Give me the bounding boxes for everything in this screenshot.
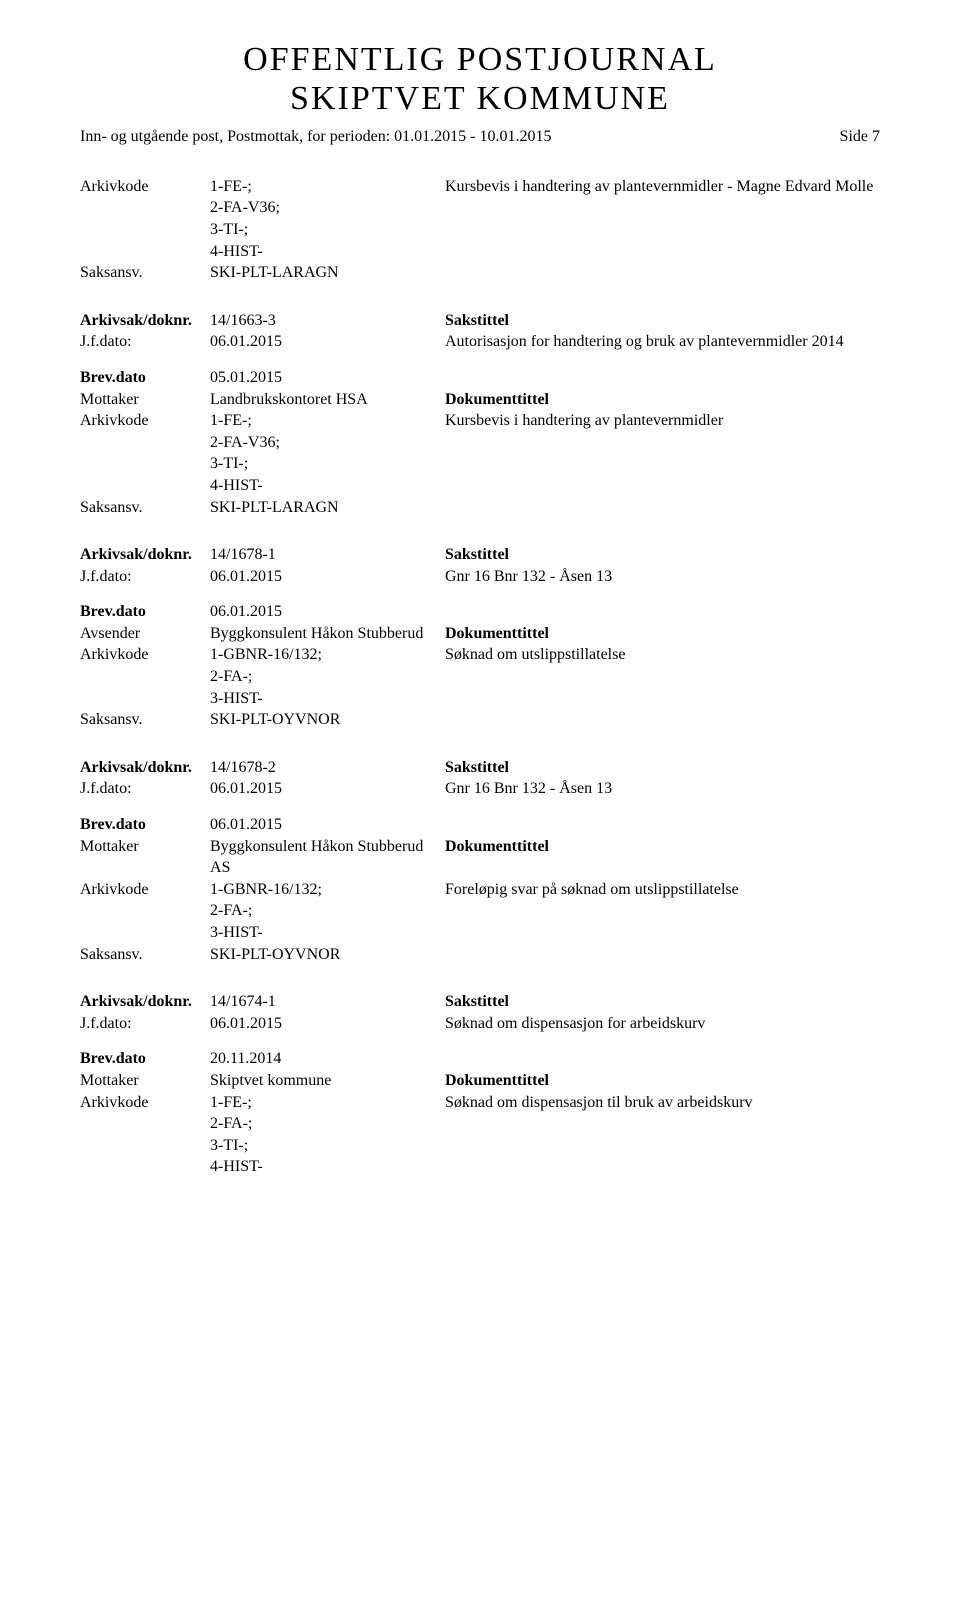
title-line-1: OFFENTLIG POSTJOURNAL xyxy=(80,40,880,79)
subtitle-row: Inn- og utgående post, Postmottak, for p… xyxy=(80,126,880,148)
journal-entry: Arkivsak/doknr. 14/1678-2 Sakstittel J.f… xyxy=(80,757,880,965)
dokumenttittel-value: Foreløpig svar på søknad om utslippstill… xyxy=(445,879,880,901)
label-saksansv: Saksansv. xyxy=(80,262,210,284)
arkivkode-value: 1-FE-; 2-FA-; 3-TI-; 4-HIST- xyxy=(210,1092,445,1178)
label-dokumenttittel: Dokumenttittel xyxy=(445,836,880,858)
arkivsak-value: 14/1678-1 xyxy=(210,544,445,566)
dokumenttittel-value: Søknad om dispensasjon til bruk av arbei… xyxy=(445,1092,880,1114)
label-sakstittel: Sakstittel xyxy=(445,991,880,1013)
journal-entry: Arkivsak/doknr. 14/1663-3 Sakstittel J.f… xyxy=(80,310,880,518)
label-arkivsak: Arkivsak/doknr. xyxy=(80,757,210,779)
label-jfdato: J.f.dato: xyxy=(80,778,210,800)
label-arkivkode: Arkivkode xyxy=(80,879,210,901)
sakstittel-value: Gnr 16 Bnr 132 - Åsen 13 xyxy=(445,778,880,800)
arkivsak-value: 14/1674-1 xyxy=(210,991,445,1013)
label-arkivkode: Arkivkode xyxy=(80,176,210,198)
partial-block: Arkivkode 1-FE-; 2-FA-V36; 3-TI-; 4-HIST… xyxy=(80,176,880,284)
saksansv-value: SKI-PLT-OYVNOR xyxy=(210,944,445,966)
label-brevdato: Brev.dato xyxy=(80,1048,210,1070)
journal-entry: Arkivsak/doknr. 14/1674-1 Sakstittel J.f… xyxy=(80,991,880,1178)
page-header: OFFENTLIG POSTJOURNAL SKIPTVET KOMMUNE xyxy=(80,40,880,118)
jfdato-value: 06.01.2015 xyxy=(210,331,445,353)
dokumenttittel-value: Kursbevis i handtering av plantevernmidl… xyxy=(445,410,880,432)
arkivsak-value: 14/1663-3 xyxy=(210,310,445,332)
jfdato-value: 06.01.2015 xyxy=(210,566,445,588)
arkivkode-value: 1-FE-; 2-FA-V36; 3-TI-; 4-HIST- xyxy=(210,176,445,262)
label-brevdato: Brev.dato xyxy=(80,601,210,623)
party-value: Byggkonsulent Håkon Stubberud xyxy=(210,623,445,645)
label-arkivkode: Arkivkode xyxy=(80,644,210,666)
label-saksansv: Saksansv. xyxy=(80,944,210,966)
label-party: Avsender xyxy=(80,623,210,645)
label-party: Mottaker xyxy=(80,836,210,858)
sakstittel-value: Søknad om dispensasjon for arbeidskurv xyxy=(445,1013,880,1035)
party-value: Byggkonsulent Håkon Stubberud AS xyxy=(210,836,445,879)
brevdato-value: 06.01.2015 xyxy=(210,814,445,836)
label-dokumenttittel: Dokumenttittel xyxy=(445,623,880,645)
sakstittel-value: Gnr 16 Bnr 132 - Åsen 13 xyxy=(445,566,880,588)
arkivkode-value: 1-GBNR-16/132; 2-FA-; 3-HIST- xyxy=(210,644,445,709)
saksansv-value: SKI-PLT-LARAGN xyxy=(210,497,445,519)
arkivkode-desc: Kursbevis i handtering av plantevernmidl… xyxy=(445,176,880,198)
label-party: Mottaker xyxy=(80,389,210,411)
brevdato-value: 06.01.2015 xyxy=(210,601,445,623)
label-jfdato: J.f.dato: xyxy=(80,331,210,353)
label-sakstittel: Sakstittel xyxy=(445,310,880,332)
label-arkivsak: Arkivsak/doknr. xyxy=(80,991,210,1013)
party-value: Landbrukskontoret HSA xyxy=(210,389,445,411)
journal-entry: Arkivsak/doknr. 14/1678-1 Sakstittel J.f… xyxy=(80,544,880,731)
label-party: Mottaker xyxy=(80,1070,210,1092)
label-sakstittel: Sakstittel xyxy=(445,757,880,779)
label-arkivkode: Arkivkode xyxy=(80,410,210,432)
label-brevdato: Brev.dato xyxy=(80,367,210,389)
label-sakstittel: Sakstittel xyxy=(445,544,880,566)
sakstittel-value: Autorisasjon for handtering og bruk av p… xyxy=(445,331,880,353)
label-dokumenttittel: Dokumenttittel xyxy=(445,1070,880,1092)
title-line-2: SKIPTVET KOMMUNE xyxy=(80,79,880,118)
label-arkivsak: Arkivsak/doknr. xyxy=(80,544,210,566)
saksansv-value: SKI-PLT-LARAGN xyxy=(210,262,445,284)
page-number: Side 7 xyxy=(840,126,880,148)
arkivkode-value: 1-GBNR-16/132; 2-FA-; 3-HIST- xyxy=(210,879,445,944)
arkivsak-value: 14/1678-2 xyxy=(210,757,445,779)
jfdato-value: 06.01.2015 xyxy=(210,1013,445,1035)
label-brevdato: Brev.dato xyxy=(80,814,210,836)
label-saksansv: Saksansv. xyxy=(80,709,210,731)
label-jfdato: J.f.dato: xyxy=(80,1013,210,1035)
dokumenttittel-value: Søknad om utslippstillatelse xyxy=(445,644,880,666)
party-value: Skiptvet kommune xyxy=(210,1070,445,1092)
subtitle-text: Inn- og utgående post, Postmottak, for p… xyxy=(80,126,552,148)
label-jfdato: J.f.dato: xyxy=(80,566,210,588)
saksansv-value: SKI-PLT-OYVNOR xyxy=(210,709,445,731)
label-saksansv: Saksansv. xyxy=(80,497,210,519)
label-arkivsak: Arkivsak/doknr. xyxy=(80,310,210,332)
arkivkode-value: 1-FE-; 2-FA-V36; 3-TI-; 4-HIST- xyxy=(210,410,445,496)
label-arkivkode: Arkivkode xyxy=(80,1092,210,1114)
label-dokumenttittel: Dokumenttittel xyxy=(445,389,880,411)
brevdato-value: 20.11.2014 xyxy=(210,1048,445,1070)
brevdato-value: 05.01.2015 xyxy=(210,367,445,389)
jfdato-value: 06.01.2015 xyxy=(210,778,445,800)
